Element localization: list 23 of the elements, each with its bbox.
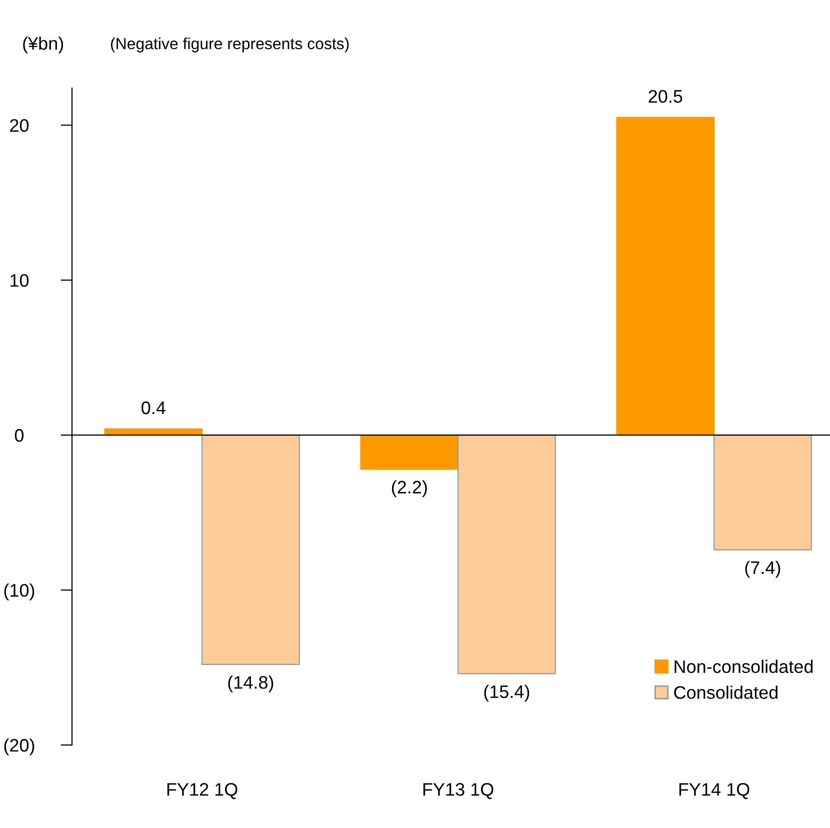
- x-tick-label: FY14 1Q: [679, 783, 750, 800]
- y-tick-label: (20): [4, 738, 34, 756]
- legend-label: Non-consolidated: [674, 660, 813, 674]
- y-tick-label: 10: [10, 274, 29, 287]
- bar: [713, 434, 812, 550]
- y-axis-title: (¥bn): [23, 36, 64, 54]
- data-label: 20.5: [648, 90, 682, 103]
- chart-subtitle: (Negative figure represents costs): [110, 38, 349, 52]
- data-label: (7.4): [745, 560, 780, 578]
- y-tick-label: 0: [14, 429, 24, 442]
- bar: [616, 116, 715, 436]
- bar: [360, 434, 459, 470]
- x-tick-label: FY12 1Q: [167, 783, 238, 800]
- data-label: (14.8): [228, 676, 274, 692]
- data-label: (2.2): [392, 480, 427, 498]
- y-tick-label: (10): [4, 584, 34, 600]
- legend-label: Consolidated: [674, 686, 778, 699]
- data-label: 0.4: [142, 401, 166, 414]
- bar: [201, 434, 300, 665]
- data-label: (15.4): [484, 684, 530, 702]
- y-tick-label: 20: [10, 119, 29, 132]
- bar: [457, 434, 556, 674]
- x-tick-label: FY13 1Q: [423, 783, 494, 800]
